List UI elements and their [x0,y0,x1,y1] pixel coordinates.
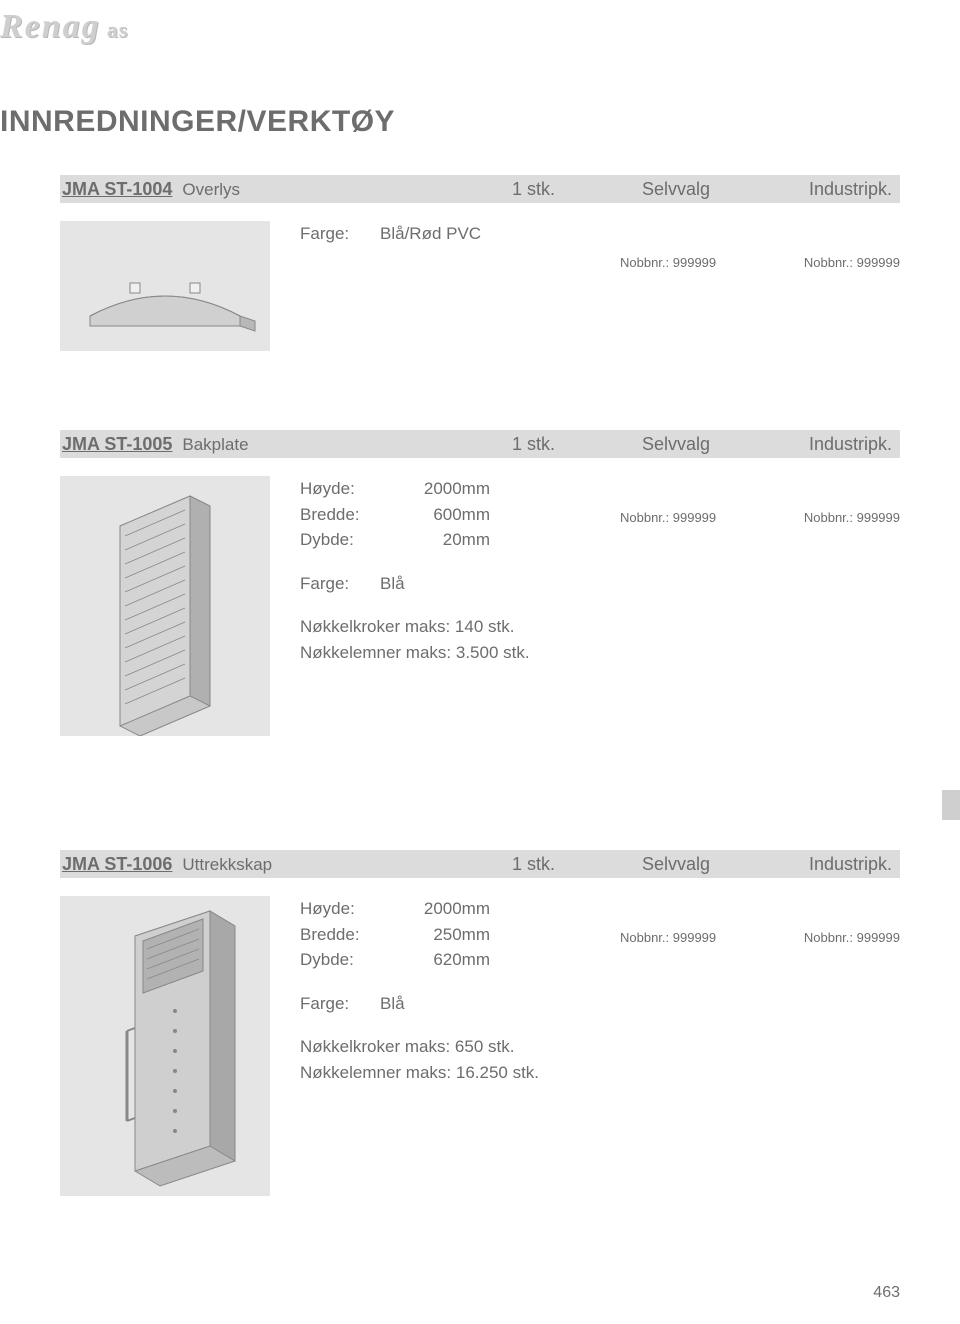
farge-label: Farge: [300,991,380,1017]
product-selvvalg: Selvvalg [642,179,772,200]
spec-line: Dybde: 620mm [300,947,620,973]
product-desc: Overlys [182,180,240,200]
product-id: JMA ST-1005 [62,434,172,455]
spec-label: Bredde: [300,922,380,948]
product-selvvalg: Selvvalg [642,854,772,875]
product-header: JMA ST-1005 Bakplate 1 stk. Selvvalg Ind… [60,430,900,458]
spec-value: 250mm [380,922,500,948]
product-thumb [60,221,270,351]
note-line: Nøkkelkroker maks: 140 stk. [300,614,620,640]
product-id: JMA ST-1006 [62,854,172,875]
nobb1: Nobbnr.: 999999 [620,930,716,1196]
farge-label: Farge: [300,571,380,597]
product-qty: 1 stk. [512,434,642,455]
product-industripk: Industripk. [772,179,892,200]
spec-value: 600mm [380,502,500,528]
spec-line: Høyde: 2000mm [300,896,620,922]
product-qty: 1 stk. [512,854,642,875]
product-header: JMA ST-1004 Overlys 1 stk. Selvvalg Indu… [60,175,900,203]
spec-label: Dybde: [300,947,380,973]
product-id: JMA ST-1004 [62,179,172,200]
nobb2: Nobbnr.: 999999 [804,930,900,1196]
product-desc: Bakplate [182,435,248,455]
product-thumb [60,476,270,736]
section-title: INNREDNINGER/VERKTØY [0,105,395,139]
nobb1: Nobbnr.: 999999 [620,255,716,351]
nobb-block: Nobbnr.: 999999 Nobbnr.: 999999 [620,476,900,736]
product-block: JMA ST-1004 Overlys 1 stk. Selvvalg Indu… [60,175,900,351]
product-industripk: Industripk. [772,854,892,875]
note-line: Nøkkelkroker maks: 650 stk. [300,1034,620,1060]
product-thumb [60,896,270,1196]
nobb1: Nobbnr.: 999999 [620,510,716,736]
farge-label: Farge: [300,221,380,247]
nobb2: Nobbnr.: 999999 [804,510,900,736]
product-selvvalg: Selvvalg [642,434,772,455]
nobb-block: Nobbnr.: 999999 Nobbnr.: 999999 [620,896,900,1196]
product-detail: Høyde: 2000mm Bredde: 250mm Dybde: 620mm… [60,896,900,1196]
product-detail: Farge: Blå/Rød PVC Nobbnr.: 999999 Nobbn… [60,221,900,351]
spec-line: Høyde: 2000mm [300,476,620,502]
product-block: JMA ST-1006 Uttrekkskap 1 stk. Selvvalg … [60,850,900,1196]
product-header: JMA ST-1006 Uttrekkskap 1 stk. Selvvalg … [60,850,900,878]
product-specs: Farge: Blå/Rød PVC [270,221,620,351]
farge-value: Blå [380,991,405,1017]
nobb2: Nobbnr.: 999999 [804,255,900,351]
spec-value: 620mm [380,947,500,973]
brand-text: Renag [0,8,101,45]
product-detail: Høyde: 2000mm Bredde: 600mm Dybde: 20mm … [60,476,900,736]
product-specs: Høyde: 2000mm Bredde: 250mm Dybde: 620mm… [270,896,620,1196]
product-desc: Uttrekkskap [182,855,272,875]
spec-value: 2000mm [380,476,500,502]
uttrekkskap-icon [60,896,270,1196]
bakplate-icon [60,476,270,736]
spec-value: 2000mm [380,896,500,922]
page: Renagas INNREDNINGER/VERKTØY JMA ST-1004… [0,0,960,1324]
page-number: 463 [873,1284,900,1302]
farge-value: Blå [380,571,405,597]
overlys-icon [60,221,270,351]
product-industripk: Industripk. [772,434,892,455]
spec-label: Høyde: [300,896,380,922]
product-qty: 1 stk. [512,179,642,200]
farge-value: Blå/Rød PVC [380,221,481,247]
side-tab [942,790,960,820]
spec-line: Bredde: 250mm [300,922,620,948]
spec-label: Høyde: [300,476,380,502]
product-block: JMA ST-1005 Bakplate 1 stk. Selvvalg Ind… [60,430,900,736]
brand-suffix: as [107,17,129,42]
spec-label: Bredde: [300,502,380,528]
spec-value: 20mm [380,527,500,553]
note-line: Nøkkelemner maks: 16.250 stk. [300,1060,620,1086]
product-specs: Høyde: 2000mm Bredde: 600mm Dybde: 20mm … [270,476,620,736]
note-line: Nøkkelemner maks: 3.500 stk. [300,640,620,666]
spec-label: Dybde: [300,527,380,553]
spec-line: Bredde: 600mm [300,502,620,528]
spec-line: Dybde: 20mm [300,527,620,553]
nobb-block: Nobbnr.: 999999 Nobbnr.: 999999 [620,221,900,351]
brand-logo: Renagas [0,8,128,46]
